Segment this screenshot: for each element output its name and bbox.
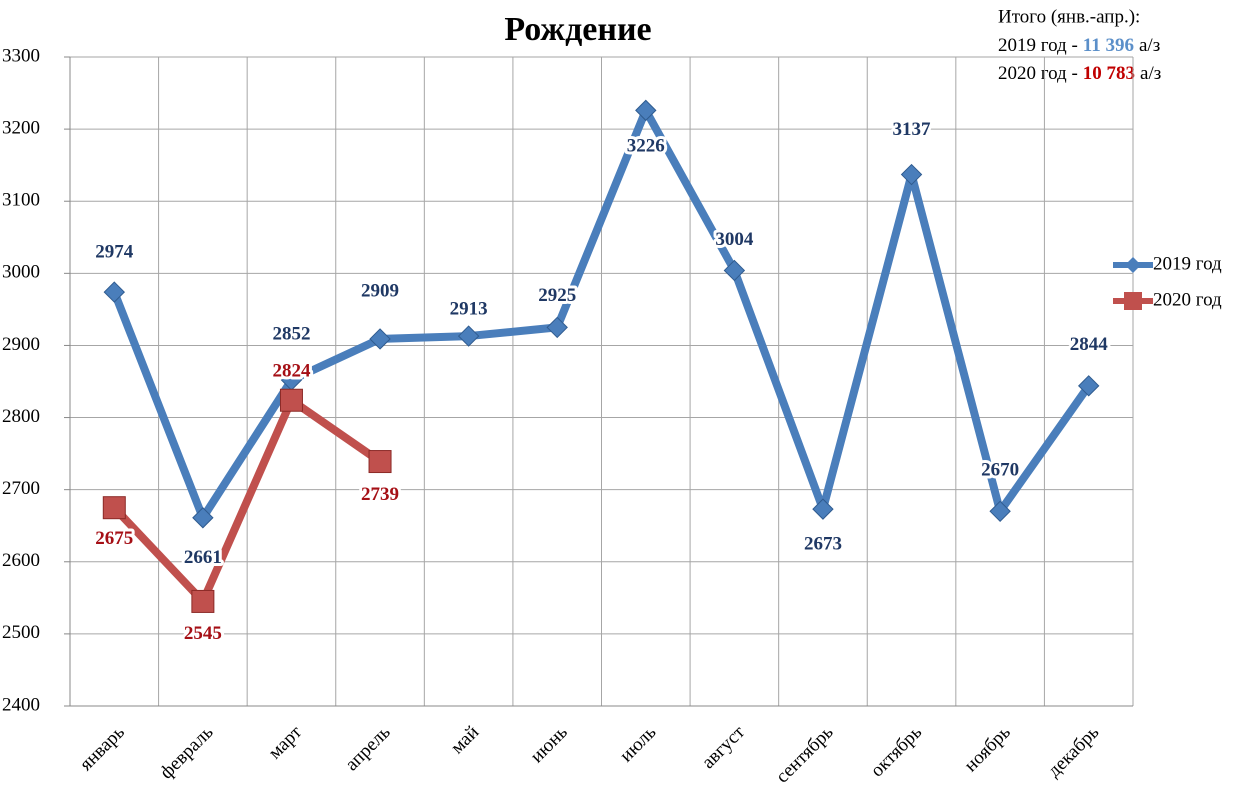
x-tick-label: апрель	[341, 722, 395, 776]
data-label: 2824	[272, 361, 311, 382]
y-tick-label: 3100	[2, 190, 40, 211]
data-label: 2739	[361, 484, 399, 505]
marker	[546, 316, 568, 339]
data-label: 2670	[981, 460, 1019, 481]
marker	[900, 163, 923, 186]
annotation-label: 2019 год -	[998, 35, 1078, 56]
data-label: 2661	[184, 547, 222, 568]
annotation-unit: а/з	[1140, 63, 1161, 84]
y-tick-label: 2600	[2, 550, 40, 571]
y-tick-label: 3200	[2, 117, 40, 138]
x-tick-label: июль	[616, 722, 661, 767]
data-label: 2545	[184, 623, 222, 644]
series-line	[111, 396, 383, 606]
x-tick-label: июнь	[526, 722, 572, 768]
x-tick-label: ноябрь	[960, 722, 1015, 777]
marker	[103, 281, 125, 303]
marker	[457, 325, 480, 347]
data-label: 3137	[893, 119, 932, 140]
x-tick-label: декабрь	[1044, 722, 1104, 782]
y-tick-label: 3000	[2, 262, 40, 283]
data-label: 2909	[361, 280, 399, 301]
data-label: 2673	[804, 533, 842, 554]
y-tick-label: 2700	[2, 478, 40, 499]
legend-label: 2020 год	[1153, 289, 1222, 310]
y-tick-label: 2400	[2, 694, 40, 715]
x-tick-label: март	[264, 721, 306, 763]
marker	[812, 498, 834, 520]
annotation-line: 2020 год -10 783 а/з	[998, 63, 1161, 84]
x-tick-label: февраль	[156, 722, 218, 784]
x-tick-label: май	[447, 722, 483, 758]
marker	[723, 259, 746, 282]
marker	[369, 328, 391, 350]
annotation-label: 2020 год -	[998, 63, 1078, 84]
annotation-unit: а/з	[1139, 35, 1160, 56]
annotation-value: 11 396	[1083, 35, 1134, 56]
x-tick-label: август	[698, 721, 750, 773]
legend-marker	[1124, 292, 1142, 310]
y-tick-label: 2500	[2, 622, 40, 643]
annotation-value: 10 783	[1083, 63, 1135, 84]
data-label: 2675	[95, 528, 133, 549]
marker	[368, 450, 392, 474]
data-label: 2925	[538, 285, 576, 306]
legend-label: 2019 год	[1153, 253, 1222, 274]
x-tick-label: январь	[76, 722, 129, 775]
x-tick-label: октябрь	[867, 722, 927, 782]
marker	[192, 507, 214, 529]
legend-marker	[1125, 257, 1141, 273]
y-tick-label: 3300	[2, 45, 40, 66]
marker	[102, 496, 126, 520]
data-label: 2844	[1070, 334, 1109, 355]
annotation-title: Итого (янв.-апр.):	[998, 6, 1140, 27]
marker	[989, 500, 1011, 523]
data-label: 2852	[272, 323, 310, 344]
marker	[635, 99, 657, 122]
x-tick-label: сентябрь	[772, 722, 838, 788]
annotation-line: 2019 год -11 396 а/з	[998, 35, 1160, 56]
annotation: Итого (янв.-апр.): 2019 год -11 396 а/з20…	[998, 6, 1161, 84]
data-label: 3004	[715, 229, 754, 250]
marker	[279, 388, 303, 412]
marker	[1078, 375, 1100, 397]
data-label: 2913	[450, 298, 488, 319]
y-tick-label: 2900	[2, 334, 40, 355]
data-label: 3226	[627, 136, 665, 157]
y-tick-label: 2800	[2, 406, 40, 427]
series-line	[110, 106, 1092, 522]
marker	[191, 589, 215, 613]
chart-title: Рождение	[504, 11, 651, 48]
data-label: 2974	[95, 241, 134, 262]
